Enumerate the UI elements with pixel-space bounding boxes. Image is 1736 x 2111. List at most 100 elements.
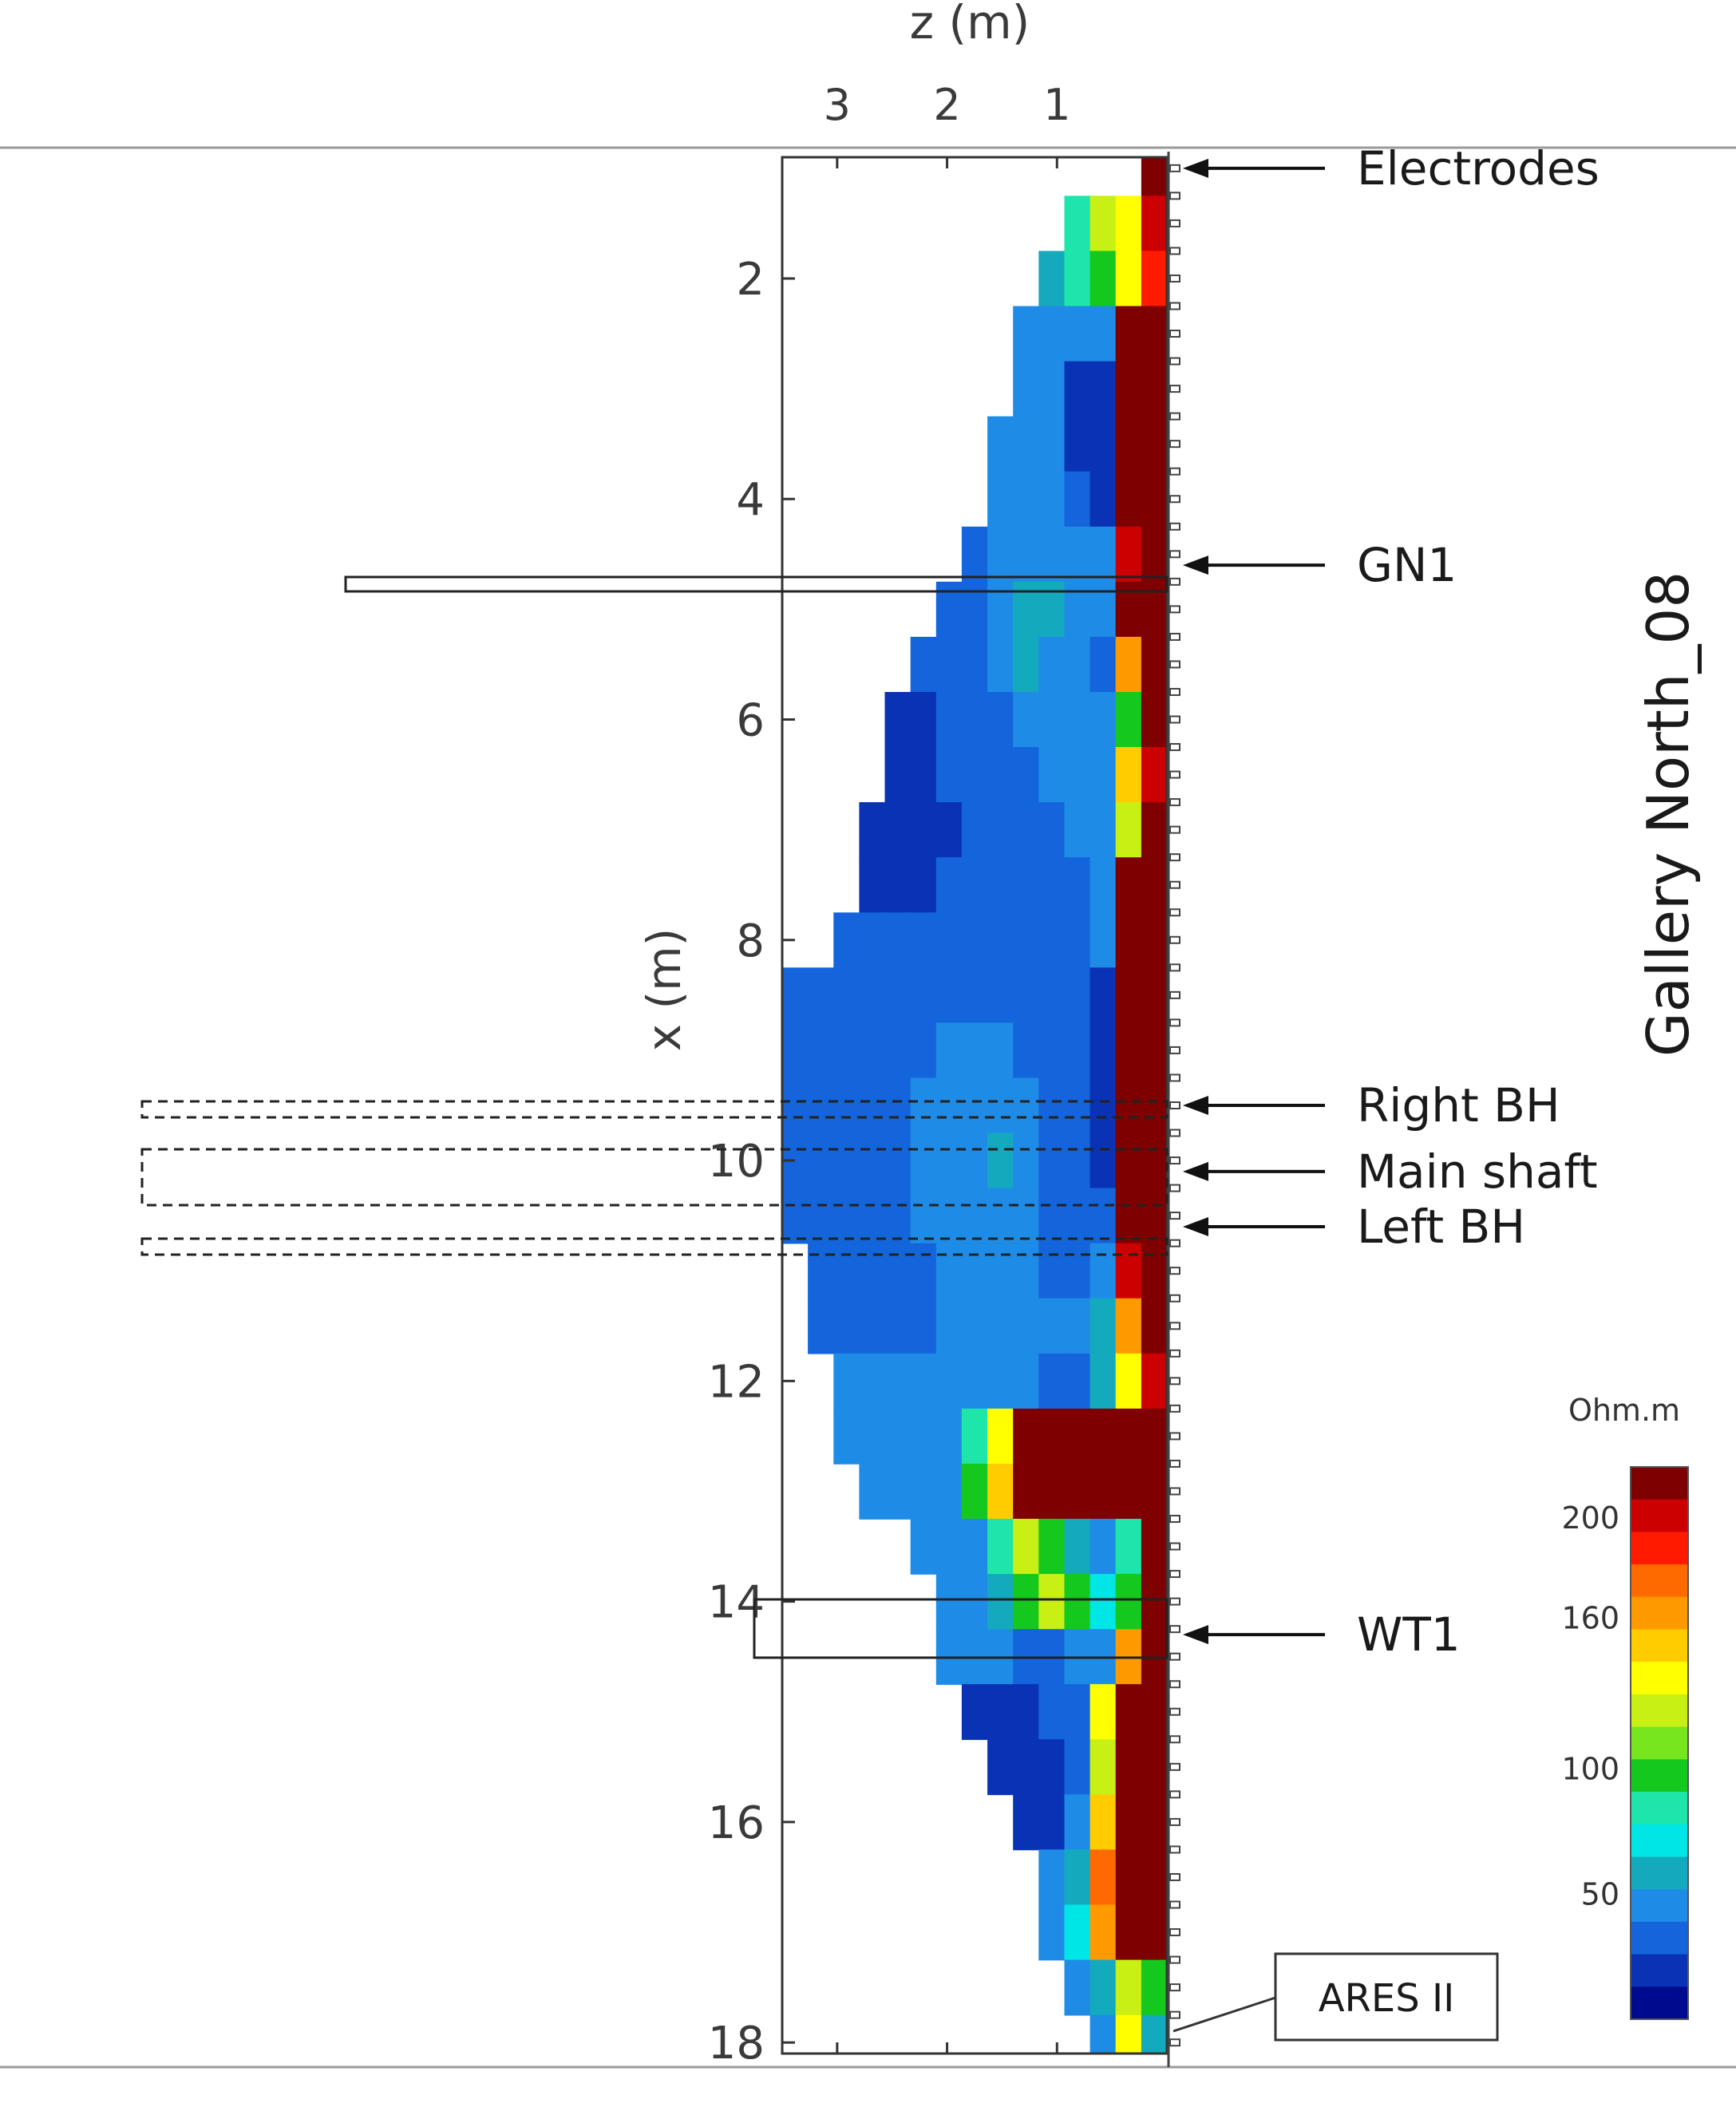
x-tick-label: 6 xyxy=(736,695,765,747)
heatmap-cell xyxy=(961,1408,988,1465)
electrode-marker xyxy=(1169,1625,1180,1634)
colorbar-segment xyxy=(1631,1532,1688,1565)
heatmap-cell xyxy=(987,802,1014,858)
heatmap-cell xyxy=(1038,581,1066,638)
heatmap-cell xyxy=(1141,912,1168,969)
heatmap-cell xyxy=(1038,747,1066,803)
heatmap-cell xyxy=(1064,1022,1091,1079)
z-tick-label: 2 xyxy=(933,80,960,130)
heatmap-cell xyxy=(1038,306,1066,362)
heatmap-cell xyxy=(808,967,834,1024)
heatmap-cell xyxy=(808,1298,834,1354)
heatmap-cell xyxy=(961,912,988,969)
electrode-marker xyxy=(1169,632,1180,641)
colorbar-segment xyxy=(1631,1889,1688,1923)
heatmap-cell xyxy=(1141,361,1168,417)
heatmap-cell xyxy=(987,636,1014,693)
heatmap-cell xyxy=(1115,967,1142,1024)
heatmap-cell xyxy=(1141,857,1168,914)
colorbar-segment xyxy=(1631,1921,1688,1955)
heatmap-cell xyxy=(987,416,1014,472)
heatmap-cell xyxy=(1038,1904,1066,1961)
electrode-marker xyxy=(1169,495,1180,504)
electrode-marker xyxy=(1169,1955,1180,1964)
annotation-arrow-head xyxy=(1183,1161,1208,1181)
heatmap-cell xyxy=(1064,802,1091,858)
heatmap-cell xyxy=(935,1298,963,1354)
electrode-marker xyxy=(1169,715,1180,724)
electrode-marker xyxy=(1169,1900,1180,1909)
heatmap-cell xyxy=(1115,1519,1142,1575)
heatmap-cell xyxy=(1064,1298,1091,1354)
heatmap-cell xyxy=(1064,196,1091,252)
colorbar-segment xyxy=(1631,1629,1688,1662)
heatmap-cell xyxy=(1141,526,1168,583)
heatmap-cell xyxy=(1115,251,1142,307)
heatmap-cell xyxy=(961,857,988,914)
electrode-marker xyxy=(1169,1073,1180,1082)
heatmap-cell xyxy=(1115,471,1142,528)
electrode-marker xyxy=(1169,1817,1180,1826)
heatmap-cell xyxy=(961,581,988,638)
heatmap-cell xyxy=(1064,581,1091,638)
heatmap-cell xyxy=(884,1353,911,1409)
heatmap-cell xyxy=(961,1353,988,1409)
heatmap-cell xyxy=(910,1133,937,1189)
heatmap-cell xyxy=(910,692,937,748)
heatmap-cell xyxy=(1038,1574,1066,1630)
heatmap-cell xyxy=(884,1408,911,1465)
heatmap-cell xyxy=(859,857,886,914)
heatmap-cell xyxy=(1038,1353,1066,1409)
heatmap-cell xyxy=(1013,581,1040,638)
heatmap-cell xyxy=(1064,967,1091,1024)
heatmap-cell xyxy=(1115,747,1142,803)
heatmap-cell xyxy=(935,581,963,638)
heatmap-cell xyxy=(1064,1464,1091,1520)
heatmap-cell xyxy=(910,636,937,693)
heatmap-cell xyxy=(1038,361,1066,417)
heatmap-cell xyxy=(1115,196,1142,252)
heatmap-cell xyxy=(884,692,911,748)
heatmap-cell xyxy=(1089,1519,1117,1575)
electrode-marker xyxy=(1169,412,1180,421)
heatmap-cell xyxy=(1013,1022,1040,1079)
heatmap-cell xyxy=(1115,1464,1142,1520)
borehole-right-bh xyxy=(140,1100,1169,1119)
electrode-marker xyxy=(1169,1515,1180,1524)
heatmap-cell xyxy=(961,1684,988,1741)
heatmap-cell xyxy=(1115,1022,1142,1079)
heatmap-cell xyxy=(782,1077,809,1134)
electrode-marker xyxy=(1169,1928,1180,1937)
heatmap-cell xyxy=(1141,1077,1168,1134)
heatmap-cell xyxy=(1089,692,1117,748)
heatmap-cell xyxy=(808,1077,834,1134)
heatmap-cell xyxy=(1013,912,1040,969)
heatmap-cell xyxy=(987,1739,1014,1796)
heatmap-cell xyxy=(1089,1849,1117,1906)
heatmap-cell xyxy=(935,636,963,693)
heatmap-cell xyxy=(1013,1353,1040,1409)
heatmap-cell xyxy=(987,1133,1014,1189)
heatmap-cell xyxy=(808,1022,834,1079)
heatmap-cell xyxy=(1013,1739,1040,1796)
electrode-marker xyxy=(1169,1762,1180,1771)
heatmap-cell xyxy=(884,1077,911,1134)
heatmap-cell xyxy=(1064,471,1091,528)
heatmap-cell xyxy=(910,747,937,803)
heatmap-cell xyxy=(910,967,937,1024)
heatmap-cell xyxy=(1013,1243,1040,1299)
electrode-marker xyxy=(1169,963,1180,972)
electrode-marker xyxy=(1169,1872,1180,1881)
heatmap-cell xyxy=(910,1519,937,1575)
electrode-marker xyxy=(1169,1652,1180,1661)
heatmap-cell xyxy=(1141,2014,1168,2054)
heatmap-cell xyxy=(1115,1684,1142,1741)
heatmap-cell xyxy=(859,1133,886,1189)
colorbar-frame xyxy=(1630,1466,1689,2020)
heatmap-cell xyxy=(1089,306,1117,362)
electrode-marker xyxy=(1169,2010,1180,2019)
heatmap-cell xyxy=(1141,1298,1168,1354)
heatmap-cell xyxy=(987,967,1014,1024)
x-tick-label: 18 xyxy=(708,2018,765,2069)
electrode-marker xyxy=(1169,798,1180,807)
